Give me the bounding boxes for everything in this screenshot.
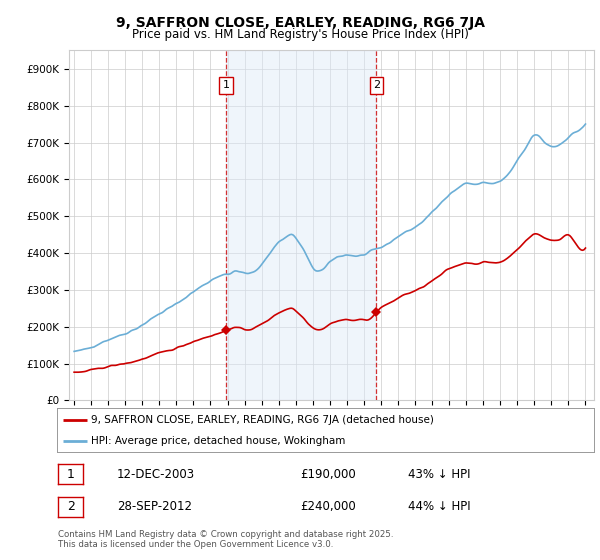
Text: 9, SAFFRON CLOSE, EARLEY, READING, RG6 7JA (detached house): 9, SAFFRON CLOSE, EARLEY, READING, RG6 7… bbox=[91, 416, 434, 426]
Bar bbox=[226, 50, 376, 400]
Text: 1: 1 bbox=[67, 468, 75, 481]
Text: Contains HM Land Registry data © Crown copyright and database right 2025.
This d: Contains HM Land Registry data © Crown c… bbox=[58, 530, 394, 549]
Text: HPI: Average price, detached house, Wokingham: HPI: Average price, detached house, Woki… bbox=[91, 436, 345, 446]
Text: £190,000: £190,000 bbox=[300, 468, 356, 481]
Text: 9, SAFFRON CLOSE, EARLEY, READING, RG6 7JA: 9, SAFFRON CLOSE, EARLEY, READING, RG6 7… bbox=[115, 16, 485, 30]
Text: 12-DEC-2003: 12-DEC-2003 bbox=[117, 468, 195, 481]
Text: 44% ↓ HPI: 44% ↓ HPI bbox=[408, 500, 470, 514]
Text: 2: 2 bbox=[373, 81, 380, 90]
Text: 1: 1 bbox=[223, 81, 230, 90]
Text: 43% ↓ HPI: 43% ↓ HPI bbox=[408, 468, 470, 481]
Text: 2: 2 bbox=[67, 500, 75, 514]
Text: 28-SEP-2012: 28-SEP-2012 bbox=[117, 500, 192, 514]
Text: Price paid vs. HM Land Registry's House Price Index (HPI): Price paid vs. HM Land Registry's House … bbox=[131, 28, 469, 41]
Text: £240,000: £240,000 bbox=[300, 500, 356, 514]
